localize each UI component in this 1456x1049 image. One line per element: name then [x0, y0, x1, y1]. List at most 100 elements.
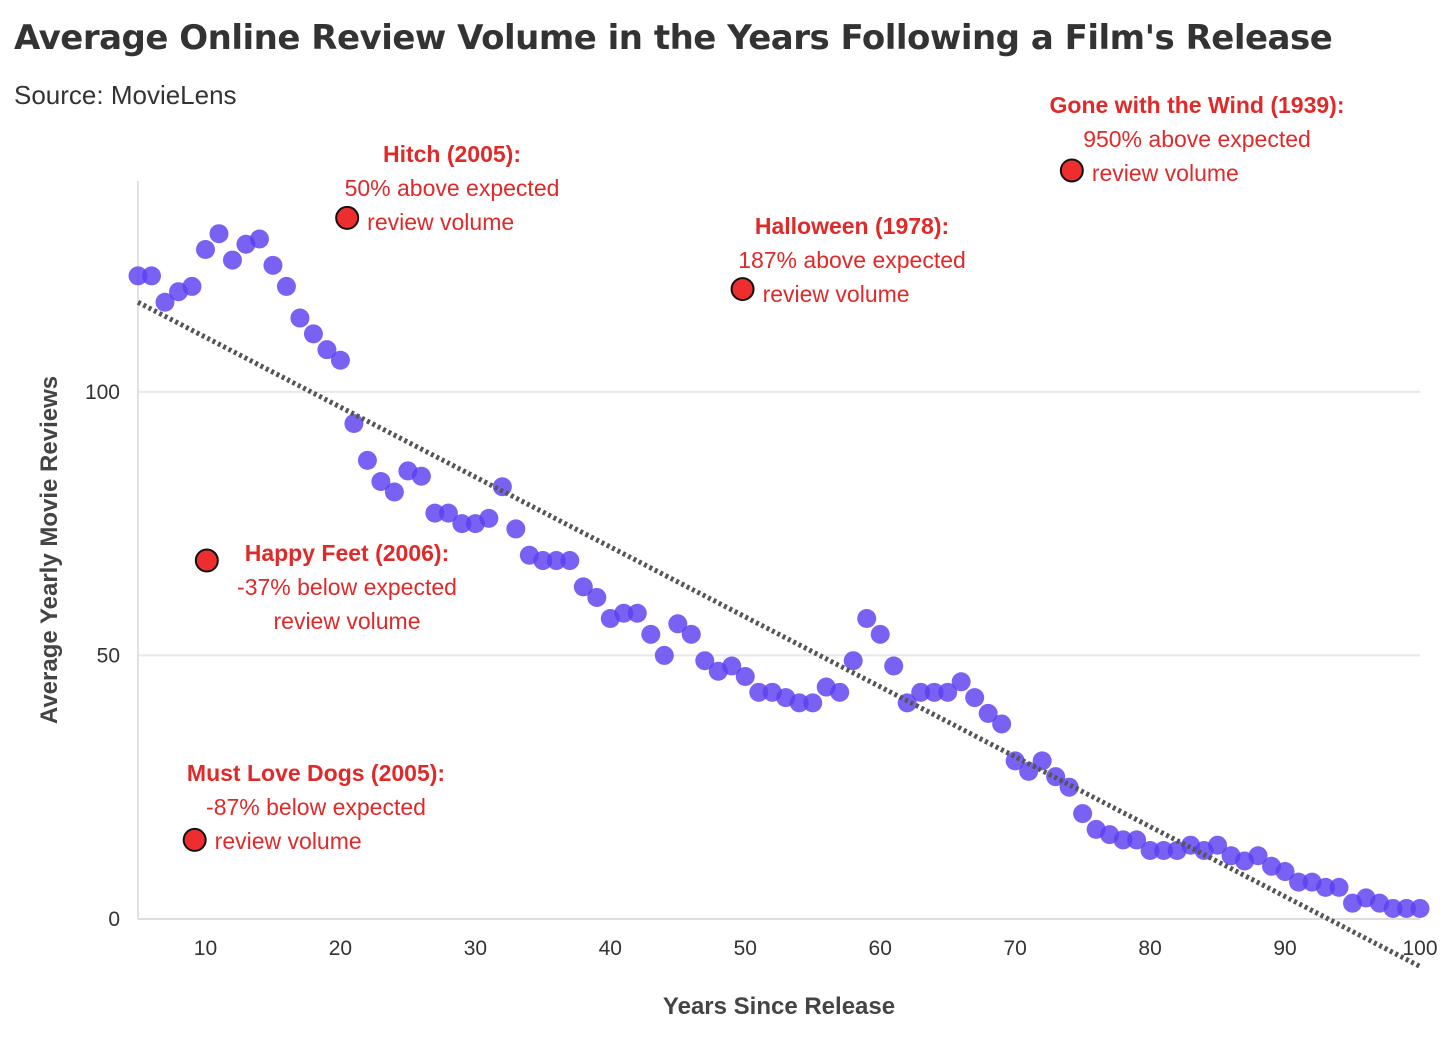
data-point	[195, 240, 215, 260]
data-point	[911, 682, 931, 702]
data-point	[371, 471, 391, 491]
data-point	[357, 450, 377, 470]
data-point	[1154, 840, 1174, 860]
x-tick-label: 60	[869, 937, 892, 960]
y-tick-label: 100	[85, 381, 120, 404]
data-point	[1329, 877, 1349, 897]
data-point	[735, 667, 755, 687]
annotation-line: review volume	[274, 608, 421, 634]
y-tick-label: 0	[108, 908, 120, 931]
annotation-title: Must Love Dogs (2005):	[187, 760, 445, 786]
data-point	[587, 587, 607, 607]
highlight-point	[335, 205, 360, 230]
data-point	[884, 656, 904, 676]
data-point	[317, 340, 337, 360]
data-point	[722, 656, 742, 676]
annotation-line: 187% above expected	[738, 247, 966, 273]
highlight-point	[730, 277, 755, 302]
data-point	[978, 703, 998, 723]
y-tick-labels: 0 50 100	[85, 381, 120, 931]
data-point	[843, 651, 863, 671]
y-tick-label: 50	[97, 644, 120, 667]
annotation-title: Halloween (1978):	[755, 213, 949, 239]
data-point	[695, 651, 715, 671]
x-tick-label: 100	[1402, 937, 1437, 960]
x-axis-label: Years Since Release	[663, 993, 895, 1020]
data-point	[870, 624, 890, 644]
data-point	[641, 624, 661, 644]
data-point	[857, 609, 877, 629]
data-point	[614, 603, 634, 623]
data-point	[128, 266, 148, 286]
data-point	[155, 292, 175, 312]
annotation-title: Happy Feet (2006):	[245, 540, 450, 566]
data-point	[1073, 804, 1093, 824]
x-tick-label: 30	[464, 937, 487, 960]
annotation-title: Hitch (2005):	[383, 141, 521, 167]
data-point	[992, 714, 1012, 734]
data-point	[303, 324, 323, 344]
data-point	[938, 682, 958, 702]
annotation-line: -37% below expected	[237, 574, 457, 600]
data-point	[951, 672, 971, 692]
data-point	[668, 614, 688, 634]
data-point	[222, 250, 242, 270]
data-point	[546, 551, 566, 571]
data-point	[654, 645, 674, 665]
data-point	[506, 519, 526, 539]
x-tick-label: 10	[194, 937, 217, 960]
data-point	[830, 682, 850, 702]
data-point	[452, 514, 472, 534]
data-point	[276, 276, 296, 296]
data-point	[803, 693, 823, 713]
x-tick-label: 70	[1003, 937, 1026, 960]
highlight-point	[182, 827, 207, 852]
data-point	[344, 413, 364, 433]
data-point	[1127, 830, 1147, 850]
x-tick-labels: 10 20 30 40 50 60 70 80 90 100	[194, 937, 1438, 960]
data-point	[1383, 898, 1403, 918]
data-point	[330, 350, 350, 370]
gridlines	[138, 390, 1420, 920]
data-point	[263, 255, 283, 275]
data-point	[249, 229, 269, 249]
data-point	[182, 276, 202, 296]
data-point	[1397, 898, 1417, 918]
annotation-line: review volume	[367, 209, 514, 235]
data-point	[1248, 846, 1268, 866]
data-point	[1275, 862, 1295, 882]
x-tick-label: 90	[1273, 937, 1296, 960]
data-point	[1005, 751, 1025, 771]
data-point	[384, 482, 404, 502]
annotation-title: Gone with the Wind (1939):	[1050, 92, 1345, 118]
data-point	[1410, 898, 1430, 918]
data-point	[681, 624, 701, 644]
annotations: Hitch (2005): 50% above expected review vo…	[182, 92, 1345, 854]
data-point	[1316, 877, 1336, 897]
annotation-line: 950% above expected	[1083, 126, 1311, 152]
data-point	[749, 682, 769, 702]
data-point	[425, 503, 445, 523]
x-tick-label: 50	[734, 937, 757, 960]
annotation-line: review volume	[215, 828, 362, 854]
chart-subtitle: Source: MovieLens	[14, 80, 237, 110]
annotation-line: review volume	[1092, 160, 1239, 186]
data-point	[1208, 835, 1228, 855]
x-tick-label: 80	[1138, 937, 1161, 960]
data-point	[290, 308, 310, 328]
data-point	[924, 682, 944, 702]
data-point	[209, 224, 229, 244]
annotation-line: review volume	[763, 281, 910, 307]
data-points	[128, 224, 1430, 918]
data-point	[479, 508, 499, 528]
chart-title: Average Online Review Volume in the Year…	[14, 18, 1333, 58]
data-point	[1113, 830, 1133, 850]
trend-line	[136, 300, 1422, 969]
data-point	[627, 603, 647, 623]
annotation-line: 50% above expected	[345, 175, 560, 201]
data-point	[1140, 840, 1160, 860]
y-axis-label: Average Yearly Movie Reviews	[36, 376, 63, 724]
data-point	[573, 577, 593, 597]
x-tick-label: 40	[599, 937, 622, 960]
